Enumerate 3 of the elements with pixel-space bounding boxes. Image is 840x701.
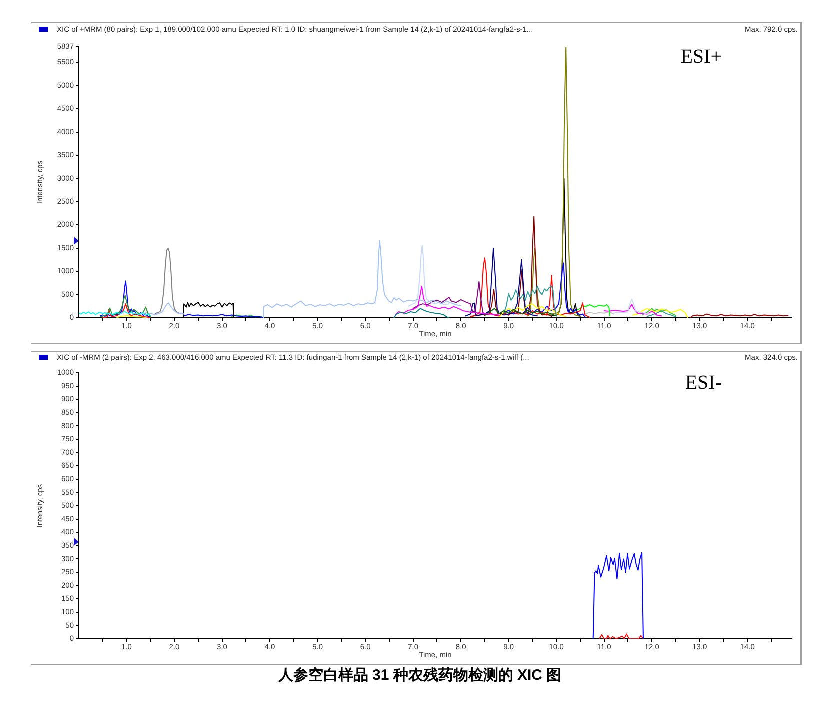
annotation: ESI+ xyxy=(680,46,722,68)
text: 人参空白样品 31 种农残药物检测的 XIC 图 xyxy=(277,667,563,685)
annotation: ESI- xyxy=(685,372,722,394)
